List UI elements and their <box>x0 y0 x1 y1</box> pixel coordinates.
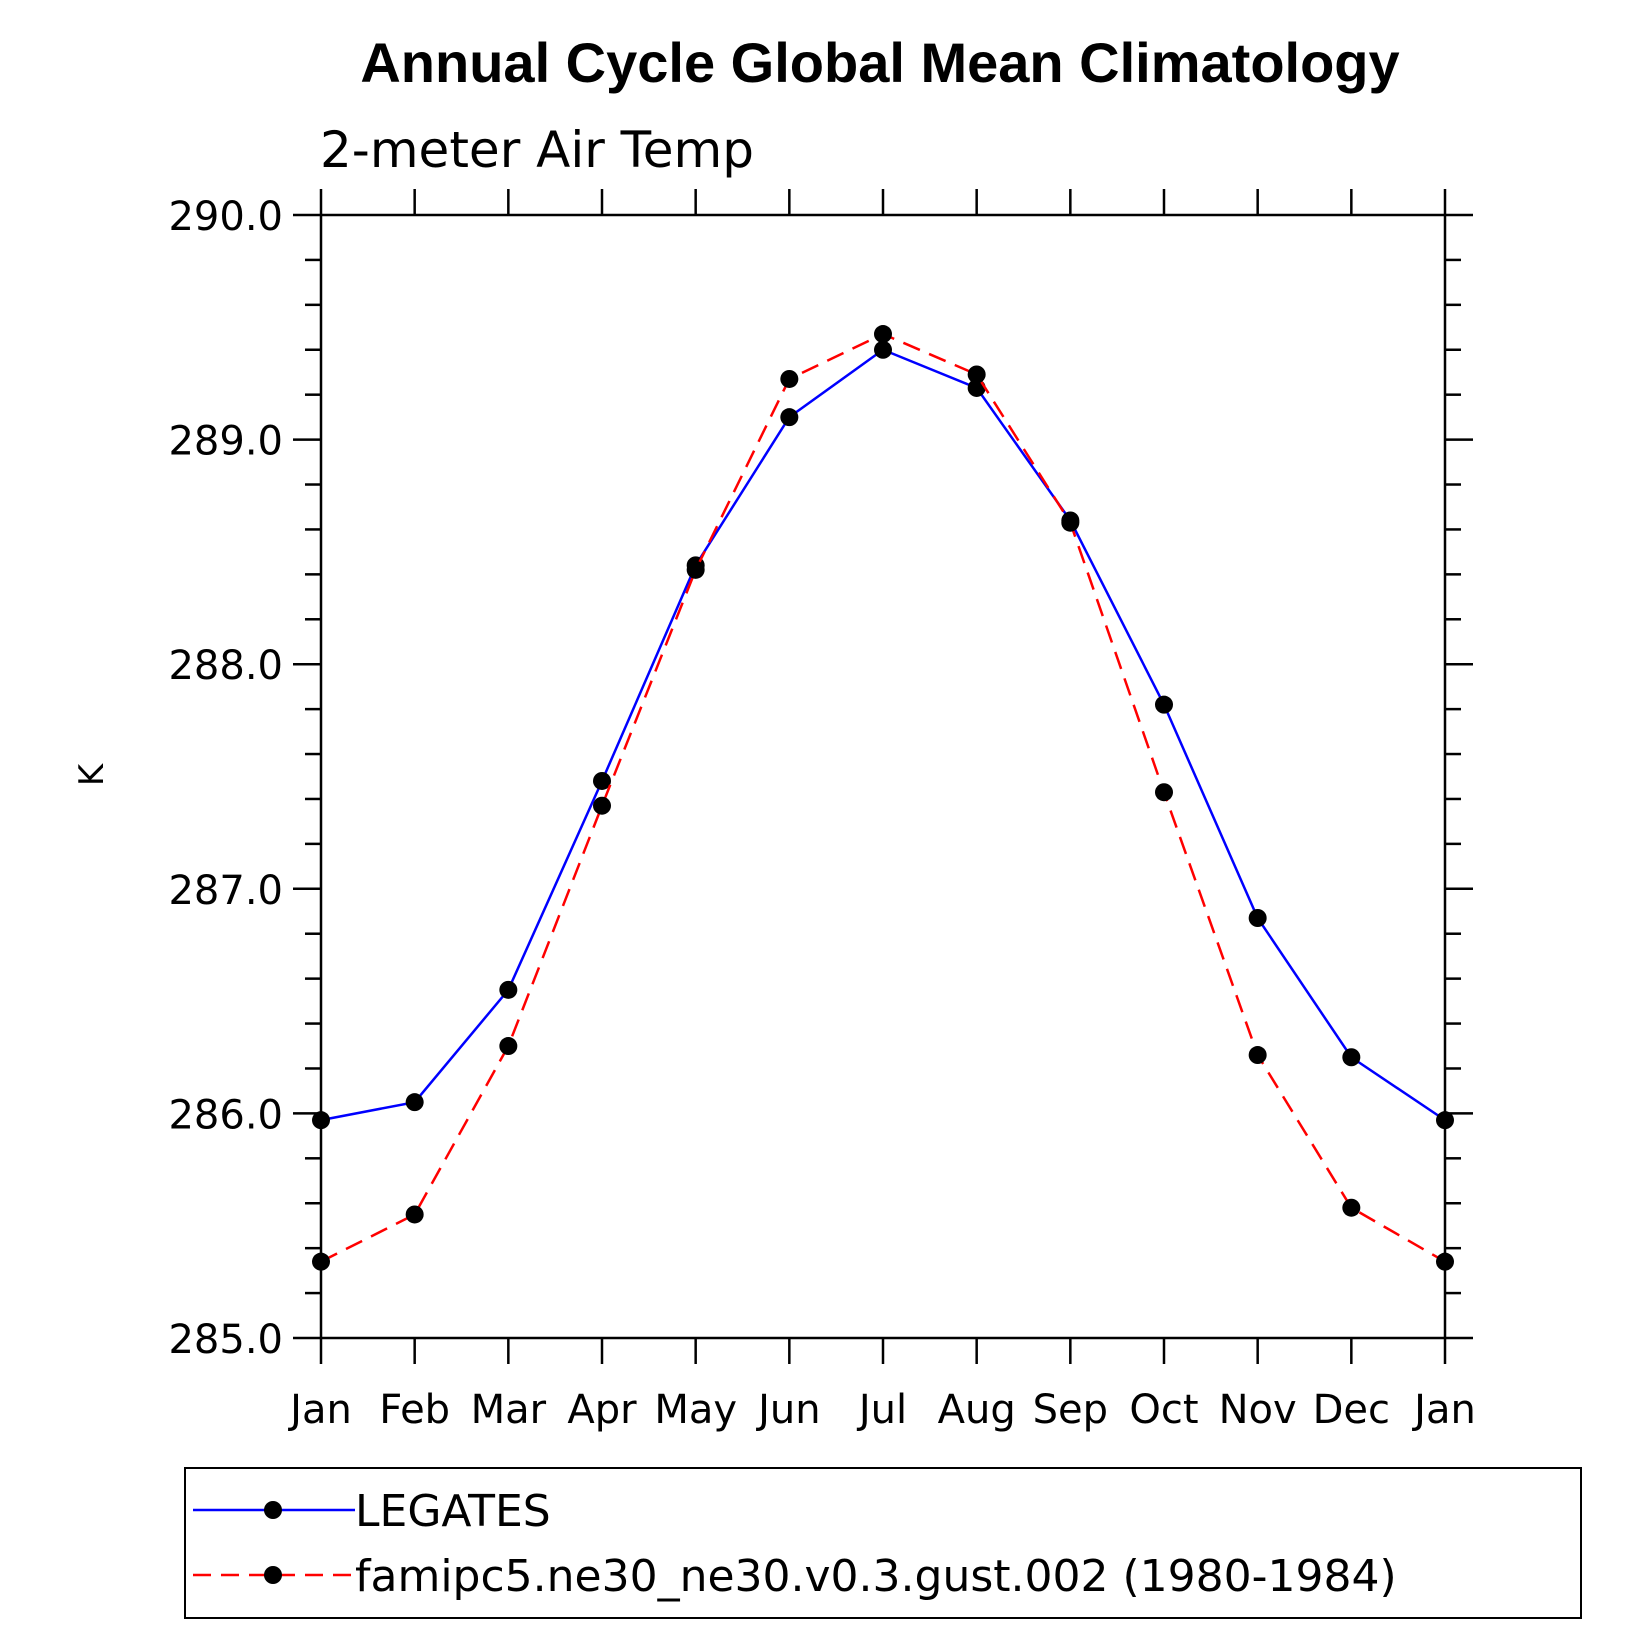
legend-marker <box>264 1501 282 1519</box>
x-tick-label: May <box>654 1387 737 1433</box>
data-point <box>593 771 611 790</box>
y-tick-label: 289.0 <box>168 419 283 465</box>
legend-marker <box>264 1566 282 1584</box>
y-tick-label: 290.0 <box>168 194 283 240</box>
data-point <box>312 1252 330 1271</box>
x-tick-label: Aug <box>938 1387 1016 1433</box>
x-tick-label: Jun <box>755 1387 821 1433</box>
x-tick-label: Jul <box>856 1387 907 1433</box>
data-point <box>593 796 611 815</box>
data-point <box>780 408 799 427</box>
data-point <box>686 560 705 579</box>
y-tick-label: 285.0 <box>168 1317 283 1363</box>
series-2 <box>312 325 1454 1271</box>
data-point <box>1342 1198 1361 1217</box>
chart-title: Annual Cycle Global Mean Climatology <box>360 31 1399 94</box>
data-point <box>499 1037 518 1056</box>
data-point <box>1342 1048 1361 1067</box>
data-point <box>1155 695 1173 714</box>
data-point <box>312 1111 330 1130</box>
data-point <box>405 1093 424 1112</box>
data-point <box>405 1205 424 1224</box>
x-tick-label: Dec <box>1313 1387 1390 1433</box>
data-point <box>1248 1046 1267 1065</box>
plot-frame <box>319 213 1447 1340</box>
legend-label: LEGATES <box>355 1486 551 1537</box>
x-tick-label: Feb <box>379 1387 450 1433</box>
y-tick-label: 287.0 <box>168 868 283 914</box>
y-tick-label: 286.0 <box>168 1092 283 1138</box>
data-point <box>780 369 799 388</box>
legend-box <box>184 1467 1582 1619</box>
data-point <box>499 980 518 999</box>
y-axis-label: K <box>72 762 112 786</box>
series-1 <box>312 340 1454 1130</box>
data-point <box>1436 1252 1454 1271</box>
x-tick-label: Jan <box>1411 1387 1476 1433</box>
data-point <box>1061 513 1080 532</box>
data-point <box>874 325 892 344</box>
series-line <box>320 348 1446 1122</box>
y-tick-label: 288.0 <box>168 643 283 689</box>
x-tick-label: Apr <box>567 1387 637 1433</box>
x-tick-label: Nov <box>1219 1387 1297 1433</box>
x-tick-label: Jan <box>287 1387 352 1433</box>
data-point <box>874 340 892 359</box>
chart-subtitle: 2-meter Air Temp <box>320 121 754 179</box>
series-line <box>320 332 1446 1263</box>
legend-label: famipc5.ne30_ne30.v0.3.gust.002 (1980-19… <box>355 1551 1397 1602</box>
x-tick-label: Oct <box>1129 1387 1198 1433</box>
legend: LEGATES famipc5.ne30_ne30.v0.3.gust.002 (… <box>184 1467 1582 1619</box>
data-point <box>1248 908 1267 927</box>
data-point <box>1155 783 1173 802</box>
axes: Jan Feb Mar Apr May Jun Jul Aug Sep Oct Nov Dec Jan2… <box>168 189 1476 1433</box>
data-point <box>967 365 986 384</box>
series-layer <box>312 325 1454 1271</box>
data-point <box>1436 1111 1454 1130</box>
x-tick-label: Mar <box>471 1387 547 1433</box>
x-tick-label: Sep <box>1033 1387 1108 1433</box>
